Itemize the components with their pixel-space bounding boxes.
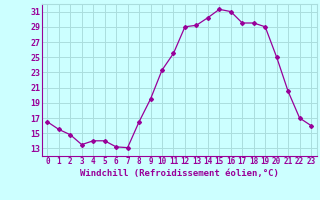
X-axis label: Windchill (Refroidissement éolien,°C): Windchill (Refroidissement éolien,°C) [80,169,279,178]
